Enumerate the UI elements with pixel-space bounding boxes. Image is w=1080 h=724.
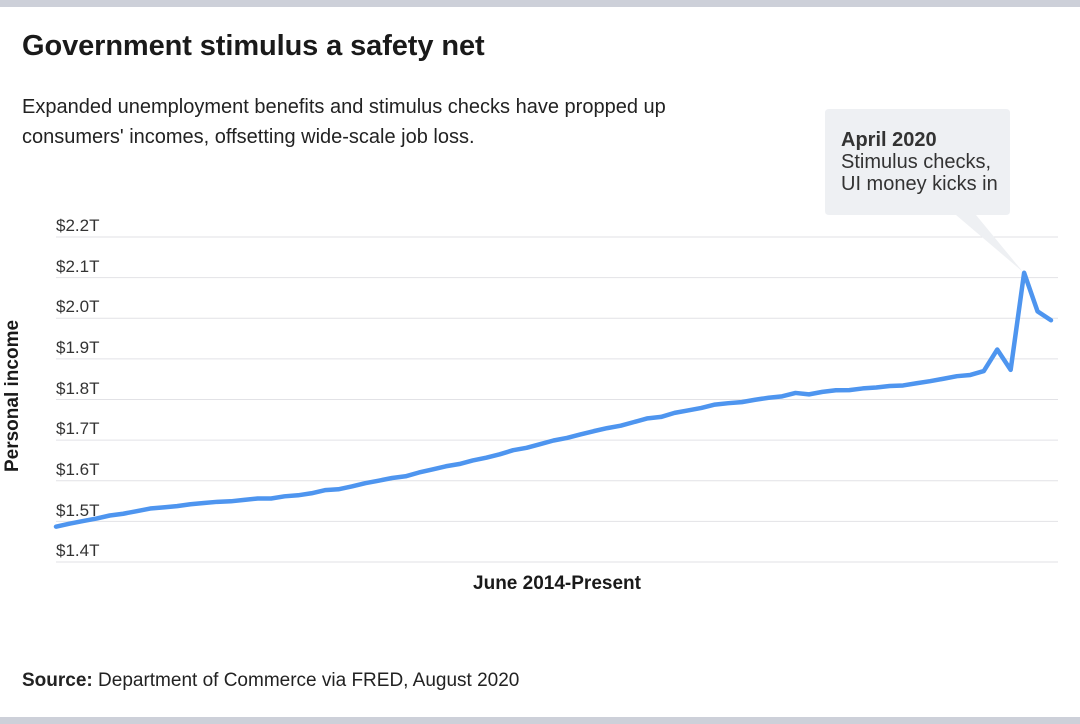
svg-text:$1.8T: $1.8T — [56, 379, 99, 398]
svg-text:$2.1T: $2.1T — [56, 257, 99, 276]
svg-text:Stimulus checks,: Stimulus checks, — [841, 151, 991, 173]
svg-text:$1.7T: $1.7T — [56, 419, 99, 438]
svg-text:April 2020: April 2020 — [841, 129, 937, 151]
svg-text:$1.6T: $1.6T — [56, 460, 99, 479]
svg-text:$1.4T: $1.4T — [56, 541, 99, 560]
svg-text:UI money kicks in: UI money kicks in — [841, 173, 998, 195]
svg-text:$1.9T: $1.9T — [56, 338, 99, 357]
svg-text:Personal income: Personal income — [2, 320, 23, 472]
svg-text:June 2014-Present: June 2014-Present — [473, 573, 642, 594]
svg-text:$2.2T: $2.2T — [56, 216, 99, 235]
svg-text:$2.0T: $2.0T — [56, 297, 99, 316]
